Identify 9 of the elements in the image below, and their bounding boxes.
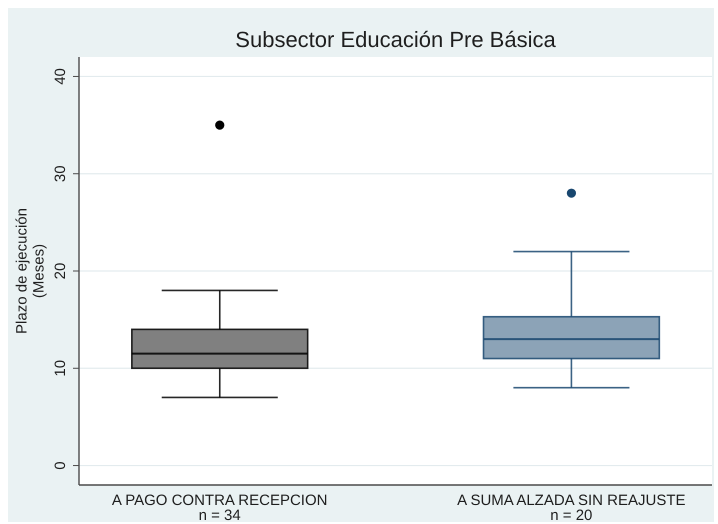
x-tick-label: A PAGO CONTRA RECEPCION n = 34: [112, 492, 328, 524]
y-tick-label: 10: [52, 360, 69, 377]
x-tick-label: A SUMA ALZADA SIN REAJUSTE n = 20: [457, 492, 686, 524]
chart-title: Subsector Educación Pre Básica: [234, 27, 557, 53]
y-tick-label: 30: [52, 165, 69, 182]
y-tick-label: 40: [52, 68, 69, 85]
y-axis-title: Plazo de ejecución (Meses): [14, 208, 48, 334]
y-tick-label: 0: [52, 461, 69, 470]
y-tick-label: 20: [52, 262, 69, 280]
